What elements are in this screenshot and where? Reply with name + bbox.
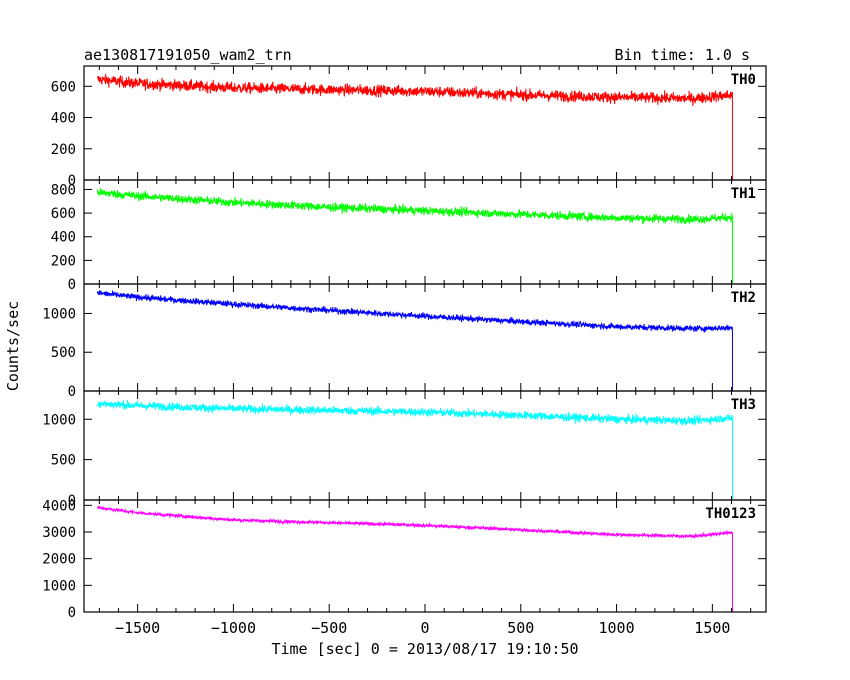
series-th2-line	[96, 289, 753, 392]
x-tick-label: −1500	[115, 619, 160, 637]
x-tick-label: −500	[311, 619, 347, 637]
y-tick-label: 0	[68, 277, 76, 293]
panel-label: TH2	[731, 290, 756, 306]
y-tick-label: 4000	[42, 498, 76, 514]
y-tick-label: 0	[68, 173, 76, 189]
series-th0-line	[96, 73, 753, 181]
series-th3-line	[96, 400, 753, 501]
y-tick-label: 400	[51, 111, 76, 127]
x-tick-label: 500	[507, 619, 534, 637]
y-tick-label: 1000	[42, 412, 76, 428]
y-tick-label: 500	[51, 345, 76, 361]
panel-th3: 0 500 1000 TH3	[42, 390, 767, 509]
x-tick-label: 1500	[694, 619, 730, 637]
x-tick-label: 0	[420, 619, 429, 637]
x-axis-label: Time [sec] 0 = 2013/08/17 19:10:50	[271, 640, 578, 658]
y-tick-label: 1000	[42, 306, 76, 322]
x-tick-label: −1000	[211, 619, 256, 637]
panel-label: TH1	[731, 186, 756, 202]
x-tick-label: 1000	[599, 619, 635, 637]
y-tick-label: 800	[51, 182, 76, 198]
panel-th0123: 0 1000 2000 3000 4000 TH0123	[42, 498, 767, 621]
chart-title: ae130817191050_wam2_trn	[84, 46, 292, 64]
y-tick-label: 0	[68, 493, 76, 509]
y-tick-label: 200	[51, 142, 76, 158]
panel-th1: 0 200 400 600 800 TH1	[51, 179, 767, 293]
y-tick-label: 3000	[42, 525, 76, 541]
y-tick-label: 400	[51, 230, 76, 246]
y-tick-label: 600	[51, 206, 76, 222]
y-tick-label: 0	[68, 384, 76, 400]
panel-label: TH0123	[705, 506, 756, 522]
panel-label: TH3	[731, 397, 756, 413]
y-tick-label: 500	[51, 453, 76, 469]
panel-th2: 0 500 1000 TH2	[42, 283, 767, 400]
y-tick-label: 0	[68, 605, 76, 621]
panel-th0: 0 200 400 600 TH0	[51, 65, 767, 189]
bin-time-label: Bin time: 1.0 s	[614, 46, 750, 64]
series-th1-line	[96, 188, 753, 285]
y-tick-label: 2000	[42, 552, 76, 568]
panel-frame	[83, 179, 767, 285]
panel-label: TH0	[731, 72, 756, 88]
y-axis-label: Counts/sec	[4, 301, 22, 391]
series-th0123-line	[97, 504, 753, 613]
y-tick-label: 200	[51, 253, 76, 269]
y-tick-label: 1000	[42, 578, 76, 594]
y-tick-label: 600	[51, 79, 76, 95]
